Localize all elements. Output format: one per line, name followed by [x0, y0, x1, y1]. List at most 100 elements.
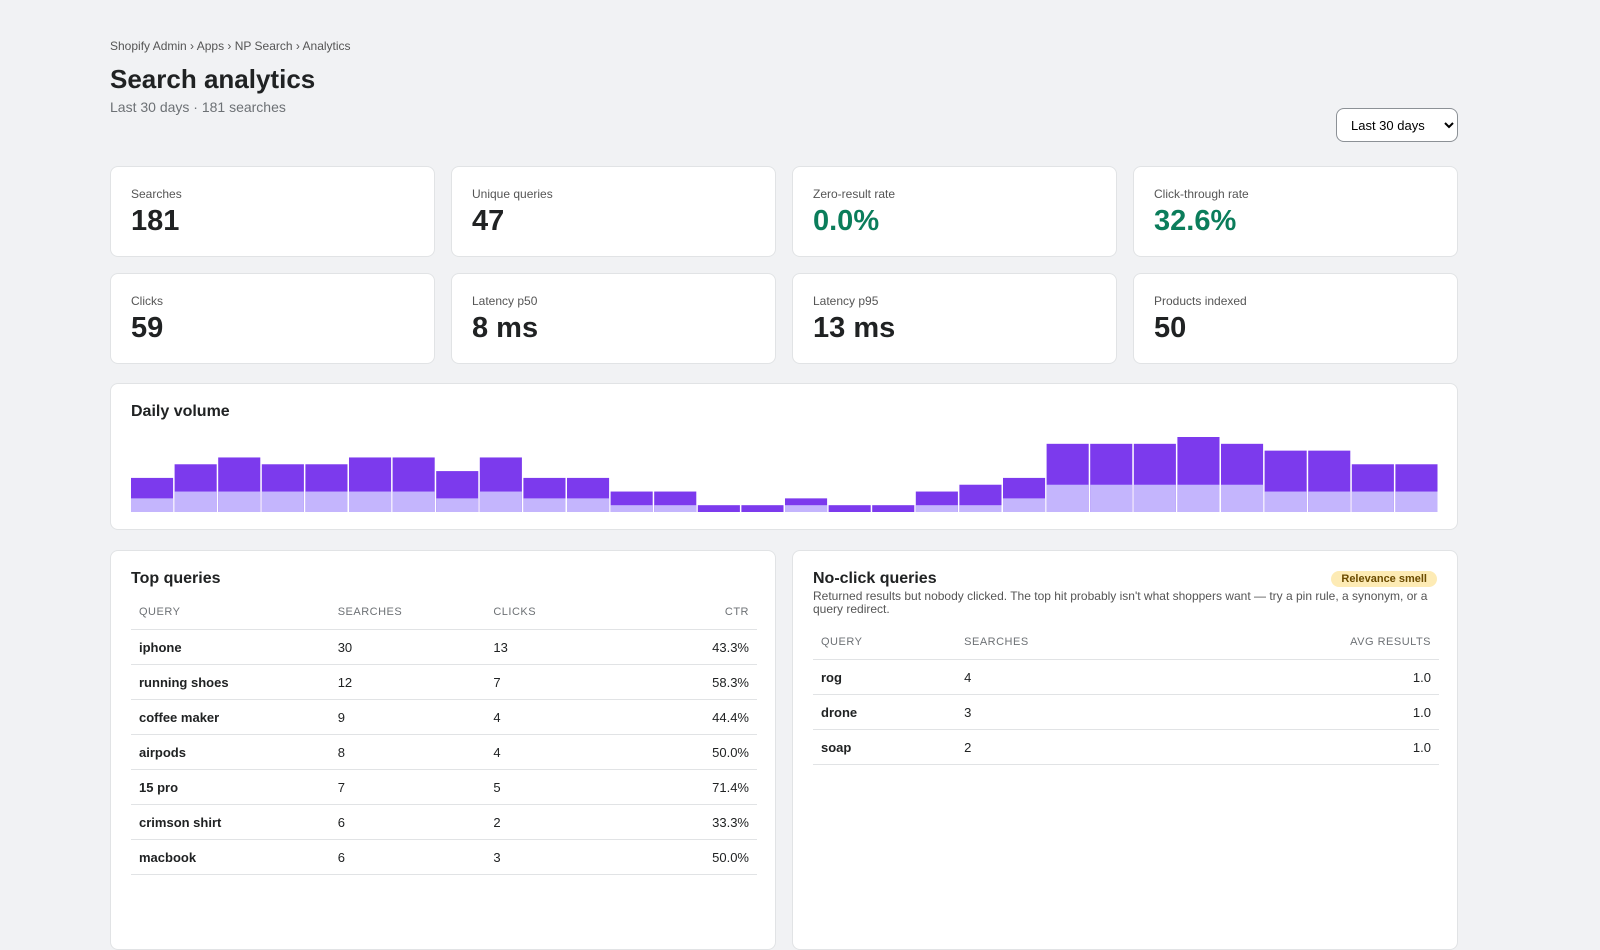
- table-cell: 5: [485, 769, 638, 805]
- stat-value: 8 ms: [472, 312, 539, 344]
- stat-card: Unique queries 47: [451, 166, 776, 257]
- table-row: iphone 30 13 43.3%: [131, 629, 757, 665]
- no-click-table: QUERY SEARCHES AVG RESULTS rog 4 1.0 drone 3 1.0…: [813, 625, 1439, 765]
- stat-label: Clicks: [131, 294, 163, 308]
- column-header: QUERY: [813, 625, 957, 660]
- stat-label: Products indexed: [1154, 294, 1247, 308]
- stat-label: Latency p95: [813, 294, 879, 308]
- stat-card: Clicks 59: [110, 273, 435, 364]
- table-cell: 7: [485, 664, 638, 700]
- table-cell: 1.0: [1158, 694, 1439, 730]
- bar-clicks: [610, 505, 653, 512]
- bar-clicks: [218, 491, 261, 512]
- table-cell: 50.0%: [637, 839, 757, 875]
- table-cell: running shoes: [131, 664, 330, 700]
- card-title: No-click queries: [813, 570, 937, 587]
- table-cell: 58.3%: [637, 664, 757, 700]
- bar-searches: [741, 505, 784, 512]
- table-cell: 2: [485, 804, 638, 840]
- table-cell: 4: [956, 659, 1159, 695]
- table-row: coffee maker 9 4 44.4%: [131, 699, 757, 735]
- table-row: crimson shirt 6 2 33.3%: [131, 804, 757, 840]
- stat-card: Products indexed 50: [1133, 273, 1458, 364]
- page-title: Search analytics: [110, 64, 316, 94]
- stat-value: 32.6%: [1154, 205, 1237, 237]
- table-cell: 6: [329, 839, 486, 875]
- table-cell: 3: [485, 839, 638, 875]
- table-cell: rog: [813, 659, 957, 695]
- table-cell: 1.0: [1158, 659, 1439, 695]
- bar-clicks: [479, 491, 522, 512]
- table-row: running shoes 12 7 58.3%: [131, 664, 757, 700]
- table-cell: 30: [329, 629, 486, 665]
- stat-value: 50: [1154, 312, 1187, 344]
- table-cell: macbook: [131, 839, 330, 875]
- column-header: SEARCHES: [329, 595, 486, 630]
- description: Returned results but nobody clicked. The…: [813, 589, 1428, 616]
- table-cell: soap: [813, 729, 957, 765]
- stat-label: Searches: [131, 187, 182, 201]
- card-title: Daily volume: [131, 403, 230, 420]
- table-cell: 8: [329, 734, 486, 770]
- card-title: Top queries: [131, 570, 221, 587]
- table-cell: crimson shirt: [131, 804, 330, 840]
- table-row: macbook 6 3 50.0%: [131, 839, 757, 875]
- table-cell: iphone: [131, 629, 330, 665]
- table-cell: 12: [329, 664, 486, 700]
- table-cell: drone: [813, 694, 957, 730]
- bar-clicks: [349, 491, 392, 512]
- volume-chart: [131, 437, 1438, 512]
- table-row: rog 4 1.0: [813, 659, 1439, 695]
- column-header: QUERY: [131, 595, 330, 630]
- stat-value: 13 ms: [813, 312, 896, 344]
- column-header: SEARCHES: [956, 625, 1159, 660]
- stat-card: Searches 181: [110, 166, 435, 257]
- bar-clicks: [1351, 491, 1394, 512]
- table-cell: 15 pro: [131, 769, 330, 805]
- bar-searches: [697, 505, 740, 512]
- stat-value: 47: [472, 205, 505, 237]
- bar-clicks: [392, 491, 435, 512]
- stat-card: Click-through rate 32.6%: [1133, 166, 1458, 257]
- table-row: airpods 8 4 50.0%: [131, 734, 757, 770]
- table-cell: 33.3%: [637, 804, 757, 840]
- stat-value: 0.0%: [813, 205, 880, 237]
- bar-clicks: [261, 491, 304, 512]
- table-row: drone 3 1.0: [813, 694, 1439, 730]
- breadcrumb: Shopify Admin › Apps › NP Search › Analy…: [110, 39, 351, 53]
- table-cell: coffee maker: [131, 699, 330, 735]
- bar-clicks: [1177, 484, 1220, 512]
- bar-clicks: [1133, 484, 1176, 512]
- table-cell: 4: [485, 699, 638, 735]
- table-cell: 7: [329, 769, 486, 805]
- stat-label: Latency p50: [472, 294, 538, 308]
- bar-clicks: [1308, 491, 1351, 512]
- column-header: AVG RESULTS: [1158, 625, 1439, 660]
- bar-clicks: [1264, 491, 1307, 512]
- top-queries-table: QUERY SEARCHES CLICKS CTR iphone 30 13 43.3% run…: [131, 595, 757, 875]
- no-click-card: No-click queries Relevance smell Returne…: [792, 550, 1458, 950]
- table-cell: 50.0%: [637, 734, 757, 770]
- table-cell: 44.4%: [637, 699, 757, 735]
- bar-clicks: [915, 505, 958, 512]
- bar-clicks: [654, 505, 697, 512]
- table-cell: 9: [329, 699, 486, 735]
- column-header: CTR: [637, 595, 757, 630]
- bar-clicks: [305, 491, 348, 512]
- top-queries-card: Top queries QUERY SEARCHES CLICKS CTR iphone…: [110, 550, 776, 950]
- badge: Relevance smell: [1331, 571, 1437, 587]
- bar-clicks: [1046, 484, 1089, 512]
- header-row: QUERY SEARCHES AVG RESULTS: [813, 625, 1439, 660]
- bar-clicks: [1090, 484, 1133, 512]
- bar-clicks: [567, 498, 610, 512]
- bar-searches: [872, 505, 915, 512]
- stat-label: Zero-result rate: [813, 187, 896, 201]
- table-cell: 43.3%: [637, 629, 757, 665]
- range-select[interactable]: Last 30 days: [1336, 108, 1458, 142]
- bar-clicks: [785, 505, 828, 512]
- stat-label: Unique queries: [472, 187, 553, 201]
- table-cell: 13: [485, 629, 638, 665]
- stat-value: 181: [131, 205, 180, 237]
- subtitle: Last 30 days · 181 searches: [110, 99, 286, 115]
- stat-card: Zero-result rate 0.0%: [792, 166, 1117, 257]
